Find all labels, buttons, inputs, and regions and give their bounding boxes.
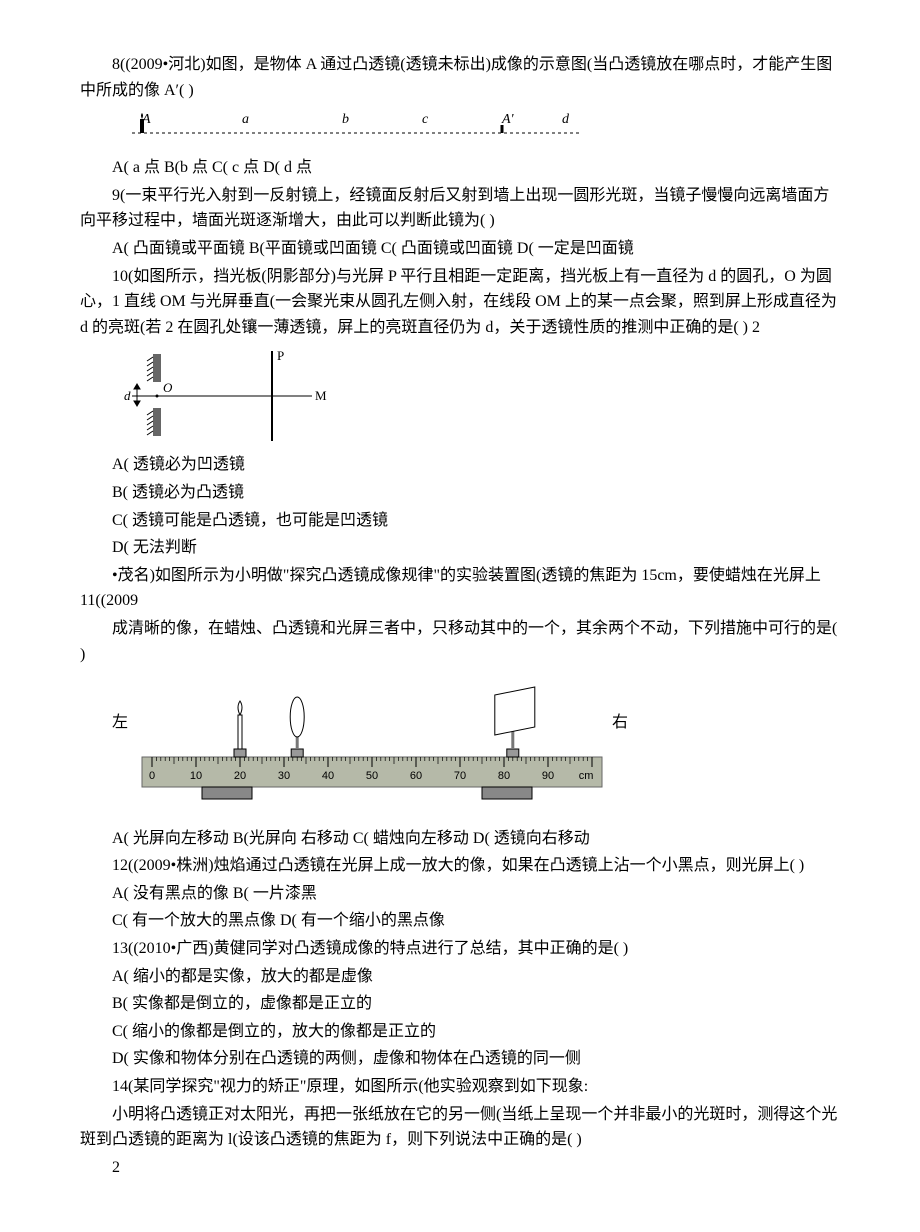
q11-text2: 成清晰的像，在蜡烛、凸透镜和光屏三者中，只移动其中的一个，其余两个不动，下列措施… [80, 616, 840, 667]
q12-text: 12((2009•株洲)烛焰通过凸透镜在光屏上成一放大的像，如果在凸透镜上沾一个… [80, 853, 840, 879]
page-number: 2 [80, 1155, 840, 1181]
svg-text:O: O [163, 380, 173, 395]
q14-text1: 14(某同学探究"视力的矫正"原理，如图所示(他实验观察到如下现象: [80, 1074, 840, 1100]
label-right: 右 [612, 713, 628, 731]
q11-options: A( 光屏向左移动 B(光屏向 右移动 C( 蜡烛向左移动 D( 透镜向右移动 [80, 826, 840, 852]
svg-text:c: c [422, 112, 429, 127]
q10-optC: C( 透镜可能是凸透镜，也可能是凹透镜 [80, 508, 840, 534]
q10-optB: B( 透镜必为凸透镜 [80, 480, 840, 506]
q13-optC: C( 缩小的像都是倒立的，放大的像都是正立的 [80, 1019, 840, 1045]
svg-text:cm: cm [579, 770, 594, 782]
svg-text:A': A' [501, 112, 515, 127]
q10-optD: D( 无法判断 [80, 535, 840, 561]
q8-options: A( a 点 B(b 点 C( c 点 D( d 点 [80, 155, 840, 181]
label-left: 左 [112, 713, 128, 731]
q10-optA: A( 透镜必为凹透镜 [80, 452, 840, 478]
svg-text:60: 60 [410, 770, 422, 782]
svg-text:A: A [141, 112, 151, 127]
q10-figure: P M O d [112, 346, 840, 446]
svg-text:40: 40 [322, 770, 334, 782]
svg-text:0: 0 [149, 770, 155, 782]
q11-text1: •茂名)如图所示为小明做"探究凸透镜成像规律"的实验装置图(透镜的焦距为 15c… [80, 563, 840, 614]
svg-text:20: 20 [234, 770, 246, 782]
q13-optD: D( 实像和物体分别在凸透镜的两侧，虚像和物体在凸透镜的同一侧 [80, 1046, 840, 1072]
svg-text:d: d [562, 112, 570, 127]
svg-text:50: 50 [366, 770, 378, 782]
svg-text:80: 80 [498, 770, 510, 782]
svg-text:d: d [124, 388, 131, 403]
svg-text:30: 30 [278, 770, 290, 782]
q11-figure: 左 右 0 10 20 30 40 50 60 70 80 90 cm [112, 677, 632, 816]
svg-text:P: P [277, 348, 284, 363]
svg-text:b: b [342, 112, 349, 127]
q8-text: 8((2009•河北)如图，是物体 A 通过凸透镜(透镜未标出)成像的示意图(当… [80, 52, 840, 103]
svg-text:M: M [315, 388, 327, 403]
q13-optB: B( 实像都是倒立的，虚像都是正立的 [80, 991, 840, 1017]
q13-optA: A( 缩小的都是实像，放大的都是虚像 [80, 964, 840, 990]
svg-text:10: 10 [190, 770, 202, 782]
svg-text:90: 90 [542, 770, 554, 782]
q10-text: 10(如图所示，挡光板(阴影部分)与光屏 P 平行且相距一定距离，挡光板上有一直… [80, 264, 840, 341]
q8-figure: Aa b c A' d [112, 109, 840, 149]
q14-text2: 小明将凸透镜正对太阳光，再把一张纸放在它的另一侧(当纸上呈现一个并非最小的光斑时… [80, 1102, 840, 1153]
q9-text: 9(一束平行光入射到一反射镜上，经镜面反射后又射到墙上出现一圆形光斑，当镜子慢慢… [80, 183, 840, 234]
svg-text:70: 70 [454, 770, 466, 782]
q12-line1: A( 没有黑点的像 B( 一片漆黑 [80, 881, 840, 907]
q13-text: 13((2010•广西)黄健同学对凸透镜成像的特点进行了总结，其中正确的是( ) [80, 936, 840, 962]
q12-line2: C( 有一个放大的黑点像 D( 有一个缩小的黑点像 [80, 908, 840, 934]
svg-text:a: a [242, 112, 249, 127]
q9-options: A( 凸面镜或平面镜 B(平面镜或凹面镜 C( 凸面镜或凹面镜 D( 一定是凹面… [80, 236, 840, 262]
